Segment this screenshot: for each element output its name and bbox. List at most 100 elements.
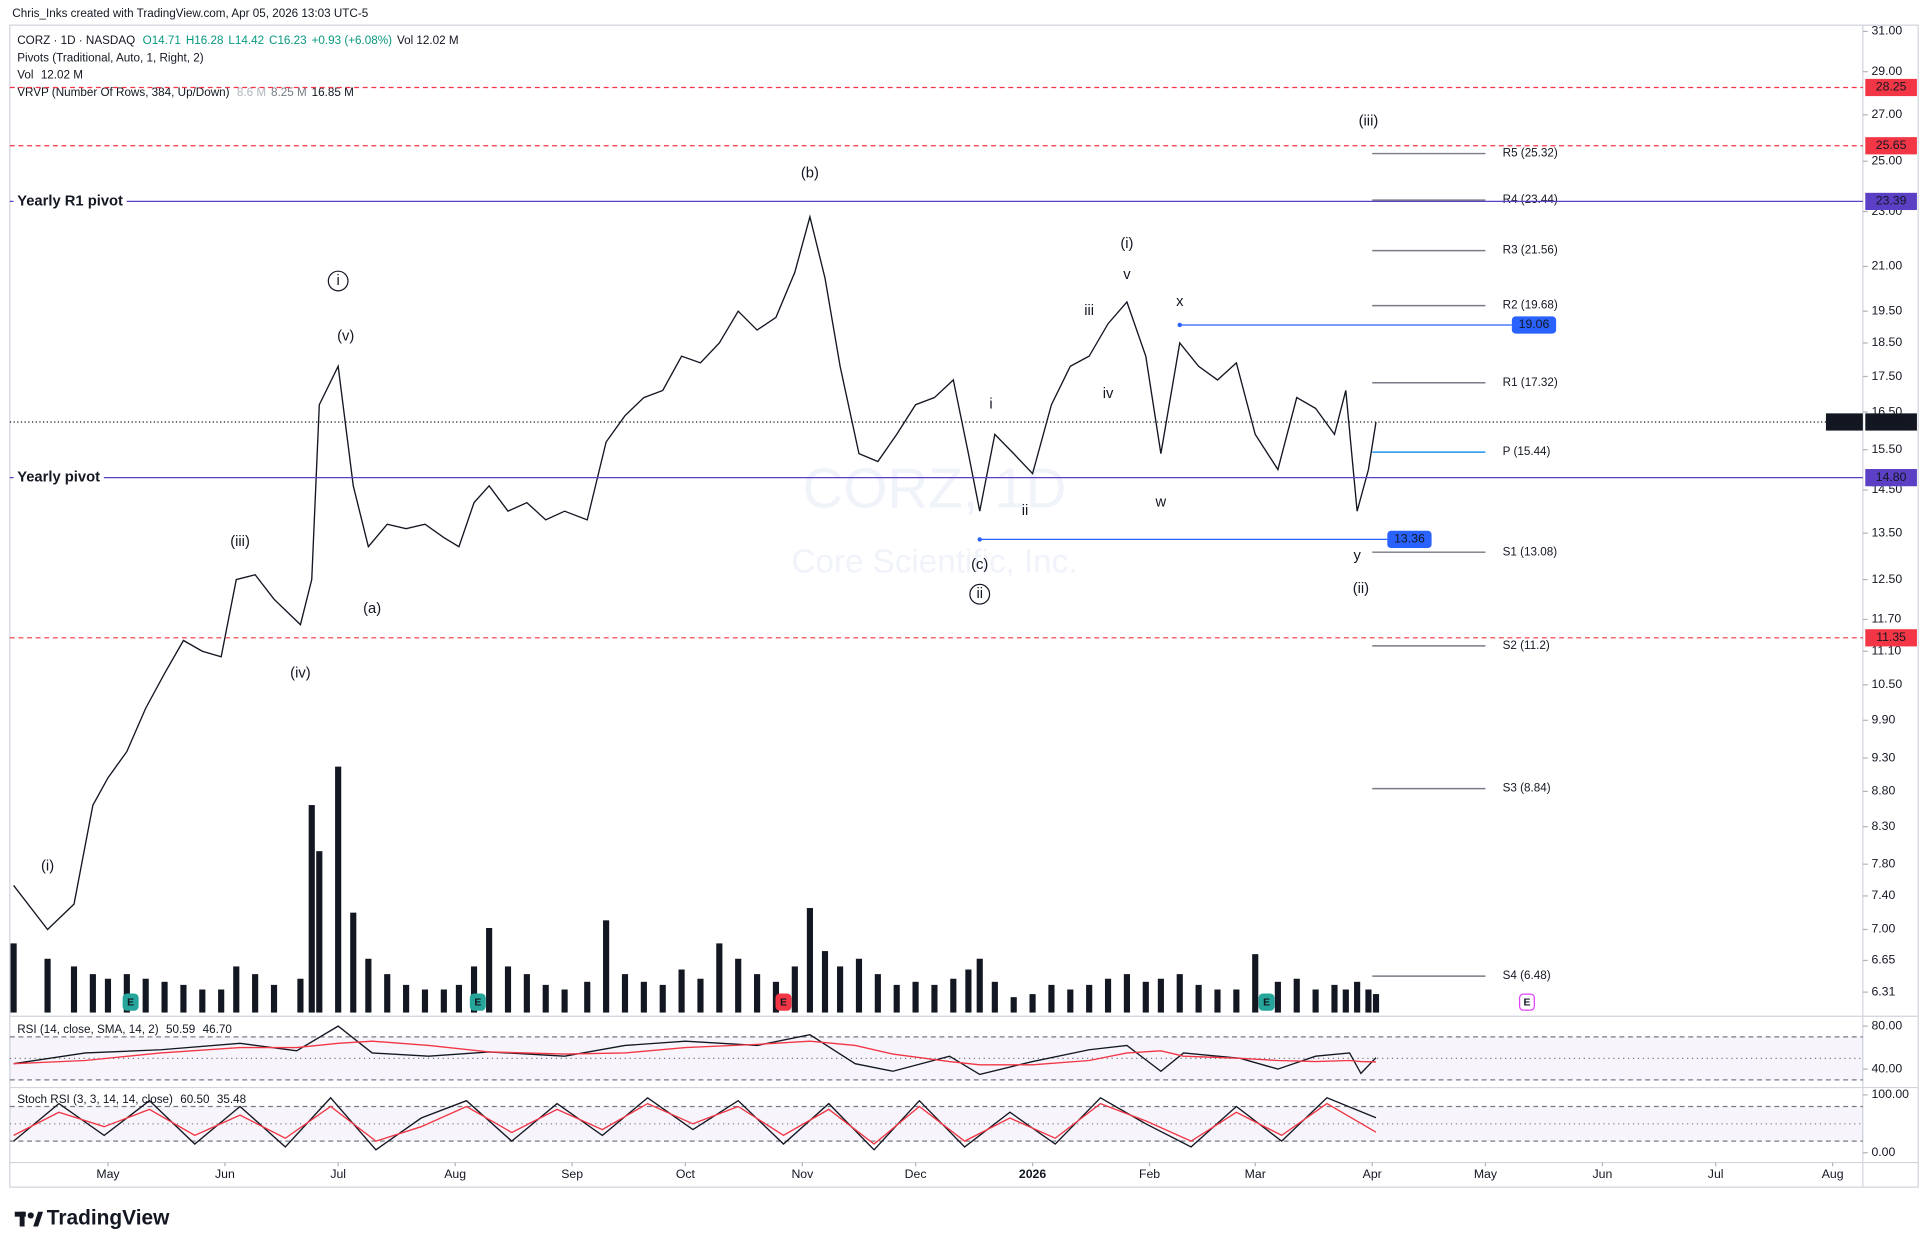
volume-bar (1312, 989, 1319, 1013)
series-line (13, 1025, 1377, 1076)
event-label: E (1523, 997, 1530, 1008)
wave-label: (iii) (1359, 113, 1379, 129)
volume-bar (1365, 989, 1372, 1013)
volume-bar (806, 908, 813, 1013)
y-tick-label: 40.00 (1871, 1061, 1902, 1075)
y-tick-label: 7.80 (1871, 856, 1895, 870)
x-tick-label: Jul (330, 1167, 346, 1181)
volume-bar (931, 984, 938, 1013)
volume-bar (89, 974, 96, 1013)
brand: TradingView (47, 1207, 170, 1230)
volume-bar (659, 984, 666, 1013)
band-fill (9, 1106, 1863, 1142)
volume-bar (1372, 994, 1380, 1013)
volume-bar (716, 943, 723, 1013)
y-tick-label: 80.00 (1871, 1018, 1902, 1032)
series-line (13, 1102, 1377, 1145)
event-label: E (1263, 997, 1270, 1008)
indicator-value: 60.50 (180, 1093, 210, 1106)
event-label: E (780, 997, 787, 1008)
y-tick-label: 21.00 (1871, 259, 1902, 273)
pivot-label: S4 (6.48) (1503, 969, 1551, 982)
wave-label: ii (976, 586, 983, 602)
volume-bar (1067, 989, 1074, 1013)
volume-bar (874, 974, 881, 1013)
last-price-value: 16.23 (1876, 414, 1907, 428)
vrvp-down: 8.25 M (271, 86, 307, 99)
wave-label: (i) (41, 858, 54, 874)
volume-bar (104, 978, 112, 1013)
level-text: Yearly R1 pivot (17, 193, 123, 209)
volume-bar (640, 981, 647, 1013)
volume-bar (365, 958, 372, 1013)
wave-label: y (1353, 548, 1361, 564)
volume-bar (950, 978, 957, 1013)
price-label: 25.65 (1876, 138, 1907, 152)
volume-bar (123, 974, 130, 1013)
volume-bar (912, 981, 919, 1013)
volume-bar (1010, 997, 1017, 1013)
wave-label: (iii) (230, 534, 250, 550)
volume-bar (1354, 981, 1361, 1013)
volume-bar (791, 966, 798, 1013)
volume-bar (218, 989, 225, 1013)
band-fill (9, 1036, 1863, 1080)
x-tick-label: Jul (1708, 1167, 1724, 1181)
pivot-label: R3 (21.56) (1503, 244, 1558, 257)
volume-bar (486, 928, 493, 1013)
ohlc: H16.28 (186, 34, 224, 47)
volume-bar (1293, 978, 1300, 1013)
volume-bar (1029, 994, 1036, 1013)
event-marker (1518, 993, 1535, 1011)
wave-label: ii (1022, 503, 1029, 519)
price-label-box (1511, 316, 1557, 334)
price-label-box (1865, 469, 1917, 487)
wave-label: w (1155, 495, 1167, 511)
ohlc: O14.71 (143, 34, 181, 47)
x-tick-label: Aug (444, 1167, 466, 1181)
y-tick-label: 9.30 (1871, 750, 1895, 764)
wave-label: iv (1103, 386, 1114, 402)
volume-bar (142, 978, 149, 1013)
level-text-bg (13, 469, 104, 486)
volume-bar (603, 920, 610, 1013)
last-price-name: CORZ (1829, 416, 1861, 428)
indicator-value: 50.59 (166, 1023, 195, 1036)
volume-bar (621, 974, 629, 1013)
wave-label: i (989, 397, 992, 413)
volume-bar (44, 958, 51, 1013)
volume-bar (976, 958, 983, 1013)
price-label-box (1387, 530, 1432, 549)
wave-label: (i) (1120, 236, 1133, 252)
wave-label: v (1123, 267, 1131, 283)
volume-bar (1048, 984, 1055, 1013)
level-anchor (977, 537, 982, 542)
volume-bar (837, 966, 844, 1013)
volume-bar (161, 981, 168, 1013)
vrvp-total: 16.85 M (312, 86, 354, 99)
y-tick-label: 10.50 (1871, 677, 1902, 691)
ohlc: C16.23 (269, 34, 307, 47)
symbol: CORZ · 1D · NASDAQ (17, 34, 135, 47)
wave-label: i (337, 273, 340, 289)
volume-bar (1176, 974, 1183, 1013)
event-marker (775, 993, 792, 1011)
volume-bar (1274, 981, 1281, 1013)
volume-bar (350, 912, 357, 1013)
volume-bar (199, 989, 206, 1013)
y-tick-label: 19.50 (1871, 303, 1902, 317)
price-label: 19.06 (1519, 317, 1550, 331)
last-price-box (1865, 413, 1917, 431)
volume-bar (10, 943, 17, 1013)
vol-value: 12.02 M (41, 69, 83, 82)
wave-label: (iv) (290, 665, 310, 681)
pivot-label: R5 (25.32) (1503, 147, 1558, 160)
vol-study: Vol 12.02 M (17, 69, 83, 82)
wave-label: (a) (363, 601, 381, 617)
x-tick-label: Sep (561, 1167, 583, 1181)
volume-bar (965, 969, 972, 1013)
series-line (13, 1040, 1377, 1066)
watermark: CORZ, 1D (803, 456, 1067, 519)
x-tick-label: Oct (676, 1167, 696, 1181)
y-tick-label: 11.10 (1871, 644, 1901, 658)
